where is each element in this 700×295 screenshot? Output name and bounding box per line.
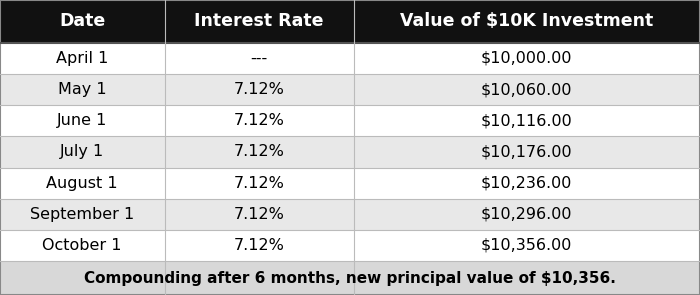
Bar bbox=[164, 43, 354, 74]
Bar bbox=[354, 230, 700, 261]
Text: April 1: April 1 bbox=[56, 51, 108, 66]
Bar bbox=[0, 0, 164, 43]
Text: $10,236.00: $10,236.00 bbox=[481, 176, 573, 191]
Bar bbox=[354, 74, 700, 105]
Text: Value of $10K Investment: Value of $10K Investment bbox=[400, 12, 653, 30]
Bar bbox=[0, 74, 164, 105]
Bar bbox=[354, 105, 700, 136]
Bar bbox=[354, 43, 700, 74]
Bar bbox=[164, 168, 354, 199]
Text: July 1: July 1 bbox=[60, 145, 104, 159]
Bar bbox=[354, 168, 700, 199]
Text: ---: --- bbox=[251, 51, 267, 66]
Text: Compounding after 6 months, new principal value of $10,356.: Compounding after 6 months, new principa… bbox=[84, 271, 616, 286]
Text: May 1: May 1 bbox=[58, 82, 106, 97]
Text: 7.12%: 7.12% bbox=[234, 207, 284, 222]
Text: August 1: August 1 bbox=[46, 176, 118, 191]
Bar bbox=[354, 199, 700, 230]
Bar bbox=[164, 136, 354, 168]
Text: Interest Rate: Interest Rate bbox=[195, 12, 323, 30]
Bar bbox=[164, 74, 354, 105]
Bar bbox=[0, 230, 164, 261]
Bar bbox=[0, 168, 164, 199]
Text: June 1: June 1 bbox=[57, 113, 107, 128]
Text: $10,176.00: $10,176.00 bbox=[481, 145, 573, 159]
Text: $10,296.00: $10,296.00 bbox=[481, 207, 573, 222]
Text: October 1: October 1 bbox=[43, 238, 122, 253]
Bar bbox=[0, 136, 164, 168]
Bar bbox=[164, 230, 354, 261]
Bar bbox=[0, 261, 700, 295]
Text: 7.12%: 7.12% bbox=[234, 238, 284, 253]
Text: 7.12%: 7.12% bbox=[234, 145, 284, 159]
Text: 7.12%: 7.12% bbox=[234, 113, 284, 128]
Text: $10,060.00: $10,060.00 bbox=[481, 82, 573, 97]
Text: 7.12%: 7.12% bbox=[234, 82, 284, 97]
Text: 7.12%: 7.12% bbox=[234, 176, 284, 191]
Bar bbox=[0, 199, 164, 230]
Text: $10,000.00: $10,000.00 bbox=[481, 51, 573, 66]
Text: September 1: September 1 bbox=[30, 207, 134, 222]
Text: $10,356.00: $10,356.00 bbox=[481, 238, 573, 253]
Bar bbox=[0, 105, 164, 136]
Bar bbox=[164, 105, 354, 136]
Bar bbox=[0, 43, 164, 74]
Bar bbox=[354, 0, 700, 43]
Text: Date: Date bbox=[59, 12, 106, 30]
Bar bbox=[164, 199, 354, 230]
Bar bbox=[354, 136, 700, 168]
Bar bbox=[164, 0, 354, 43]
Text: $10,116.00: $10,116.00 bbox=[481, 113, 573, 128]
